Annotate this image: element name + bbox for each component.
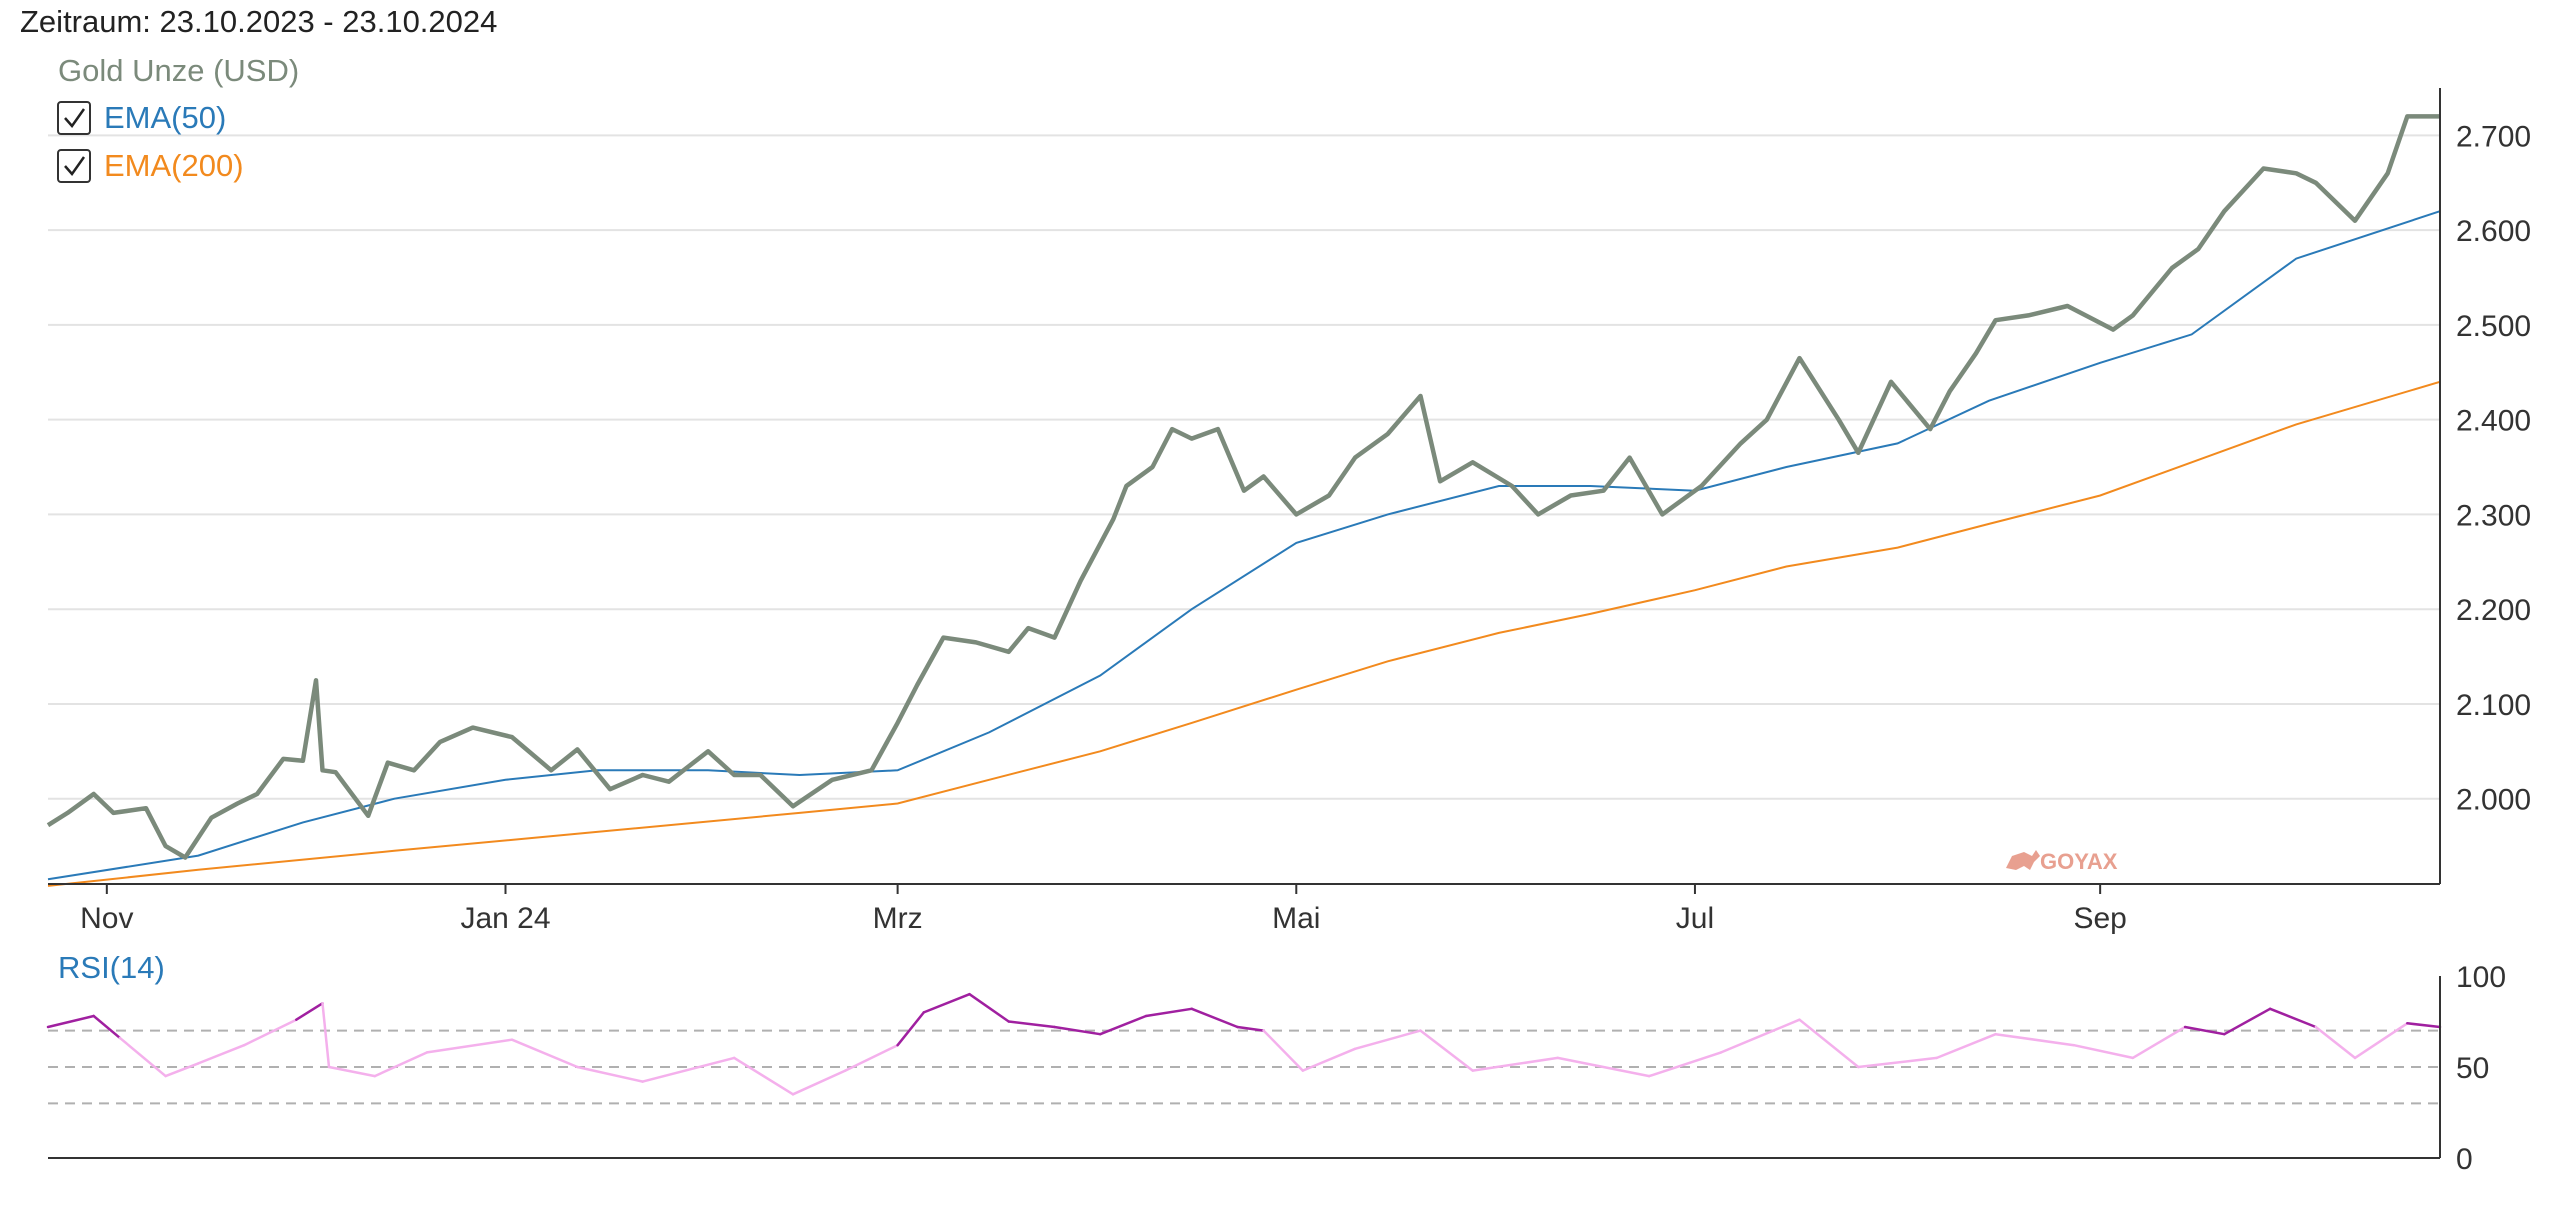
rsi-line-segment	[1098, 1014, 1148, 1036]
rsi-line-segment	[1719, 1018, 1801, 1054]
rsi-guide-lines	[48, 1029, 2440, 1105]
rsi-line-segment	[1236, 1025, 1265, 1032]
rsi-line-segment	[576, 1065, 644, 1083]
price-x-tick-label: Sep	[2073, 902, 2126, 935]
rsi-line-segment	[327, 1065, 377, 1078]
gold-price-line	[46, 114, 2440, 860]
rsi-line-segment	[2353, 1022, 2409, 1060]
rsi-line-segment	[1419, 1029, 1474, 1072]
price-y-tick-label: 2.500	[2456, 310, 2531, 343]
rsi-y-tick-label: 0	[2456, 1143, 2473, 1176]
price-x-tick-label: Nov	[80, 902, 133, 935]
rsi-line-segment	[732, 1056, 795, 1096]
rsi-line-segment	[373, 1051, 429, 1078]
rsi-line-segment	[321, 1002, 331, 1069]
period-label: Zeitraum: 23.10.2023 - 23.10.2024	[20, 4, 497, 39]
legend-ema200-label: EMA(200)	[104, 148, 244, 183]
rsi-y-tick-label: 100	[2456, 961, 2506, 994]
rsi-line-segment	[242, 1018, 298, 1047]
rsi-line-segment	[2183, 1025, 2226, 1036]
price-x-tick-labels: Nov Jan 24 Mrz Mai Jul Sep	[80, 884, 2127, 935]
price-x-tick-label: Mrz	[873, 902, 923, 935]
rsi-line-segment	[1190, 1007, 1239, 1029]
rsi-line-segment	[2268, 1007, 2318, 1029]
price-x-tick-label: Jan 24	[460, 902, 550, 935]
rsi-line-segment	[1647, 1051, 1723, 1078]
price-y-tick-label: 2.100	[2456, 689, 2531, 722]
legend-gold-label: Gold Unze (USD)	[58, 53, 299, 88]
checkmark-icon	[64, 108, 86, 129]
rsi-line-segment	[922, 992, 971, 1014]
bull-logo-icon	[2006, 850, 2040, 870]
legend-ema50-checkbox[interactable]	[57, 101, 91, 135]
legend-ema200-checkbox[interactable]	[57, 149, 91, 183]
rsi-line-segment	[1144, 1007, 1193, 1018]
price-y-tick-labels: 2.000 2.100 2.200 2.300 2.400 2.500 2.600 2.700	[2456, 120, 2531, 816]
rsi-line-segment	[896, 1011, 926, 1047]
price-y-tick-label: 2.600	[2456, 215, 2531, 248]
rsi-line	[46, 992, 2442, 1096]
ema50-line	[47, 210, 2441, 881]
rsi-line-segment	[295, 1002, 324, 1021]
rsi-line-segment	[1301, 1047, 1357, 1072]
rsi-line-segment	[968, 992, 1010, 1023]
goyax-watermark: GOYAX	[2006, 849, 2118, 874]
rsi-line-segment	[641, 1056, 736, 1083]
rsi-line-segment	[1798, 1018, 1860, 1069]
rsi-y-tick-label: 50	[2456, 1052, 2489, 1085]
rsi-line-segment	[92, 1014, 122, 1040]
rsi-title: RSI(14)	[58, 950, 165, 985]
rsi-line-segment	[1935, 1032, 1997, 1060]
rsi-line-segment	[1994, 1032, 2076, 1047]
price-gridlines	[48, 134, 2440, 800]
rsi-line-segment	[118, 1036, 167, 1078]
price-y-tick-label: 2.000	[2456, 784, 2531, 817]
ema200-line	[47, 380, 2441, 887]
rsi-line-segment	[1556, 1056, 1651, 1078]
rsi-line-segment	[791, 1069, 847, 1096]
rsi-line-segment	[2131, 1025, 2187, 1060]
rsi-line-segment	[1053, 1025, 1102, 1036]
rsi-line-segment	[164, 1062, 200, 1078]
rsi-y-tick-labels: 0 50 100	[2456, 961, 2506, 1176]
rsi-line-segment	[2072, 1043, 2135, 1060]
legend-ema50-label: EMA(50)	[104, 100, 226, 135]
rsi-line-segment	[510, 1038, 579, 1069]
rsi-line-segment	[2223, 1007, 2272, 1036]
rsi-line-segment	[1007, 1020, 1056, 1029]
price-x-tick-label: Jul	[1676, 902, 1714, 935]
price-y-tick-label: 2.300	[2456, 499, 2531, 532]
price-legend: Gold Unze (USD) EMA(50) EMA(200)	[57, 53, 299, 183]
rsi-line-segment	[844, 1043, 899, 1072]
watermark-text: GOYAX	[2040, 849, 2118, 874]
rsi-line-segment	[1471, 1056, 1559, 1072]
rsi-line-segment	[1353, 1029, 1422, 1051]
rsi-line-segment	[425, 1038, 514, 1054]
price-y-tick-label: 2.200	[2456, 594, 2531, 627]
price-x-tick-label: Mai	[1272, 902, 1320, 935]
price-y-tick-label: 2.400	[2456, 405, 2531, 438]
rsi-line-segment	[2314, 1025, 2357, 1060]
rsi-line-segment	[197, 1043, 246, 1065]
rsi-line-segment	[1262, 1029, 1305, 1072]
rsi-line-segment	[1857, 1056, 1939, 1069]
price-y-tick-label: 2.700	[2456, 120, 2531, 153]
checkmark-icon	[64, 156, 86, 177]
rsi-line-segment	[2406, 1022, 2442, 1029]
rsi-line-segment	[46, 1014, 95, 1029]
